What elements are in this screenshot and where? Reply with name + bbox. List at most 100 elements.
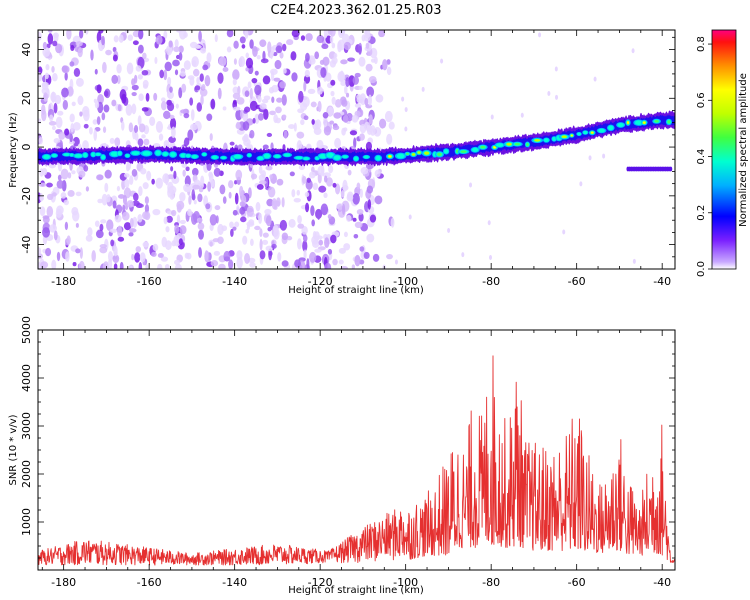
spectrogram-noise-blob — [318, 185, 327, 193]
spectrogram-noise-blob — [267, 41, 272, 54]
spectrogram-noise-blob — [242, 121, 250, 131]
spectrogram-noise-blob — [368, 75, 377, 84]
spectrogram-noise-blob — [366, 233, 375, 243]
spectrogram-noise-blob — [311, 119, 315, 125]
spectrogram-x-tick-label: -140 — [222, 275, 247, 288]
spectrogram-noise-blob — [173, 46, 180, 53]
spectrogram-noise-blob — [265, 165, 273, 171]
spectrogram-noise-blob — [254, 70, 259, 76]
snr-y-tick-label: 4000 — [20, 364, 33, 392]
spectrogram-noise-blob — [209, 223, 214, 232]
spectrogram-hotspot — [95, 152, 101, 156]
spectrogram-noise-blob — [490, 114, 494, 120]
spectrogram-noise-blob — [250, 173, 258, 180]
snr-x-tick-label: -160 — [137, 576, 162, 589]
spectrogram-noise-blob — [244, 106, 251, 113]
spectrogram-noise-blob — [300, 35, 306, 41]
spectrogram-noise-blob — [106, 194, 111, 203]
spectrogram-hotspot — [131, 151, 140, 156]
spectrogram-noise-blob — [324, 175, 328, 183]
spectrogram-noise-blob — [41, 82, 49, 87]
spectrogram-noise-blob — [64, 128, 70, 136]
spectrogram-noise-blob — [324, 262, 332, 269]
spectrogram-noise-blob — [233, 40, 239, 49]
spectrogram-noise-blob — [262, 75, 271, 85]
spectrogram-noise-blob — [179, 225, 187, 235]
spectrogram-noise-blob — [38, 247, 42, 256]
spectrogram-noise-blob — [163, 30, 168, 40]
spectrogram-noise-blob — [242, 235, 248, 245]
spectrogram-plot-area — [38, 30, 675, 269]
spectrogram-noise-blob — [359, 133, 365, 141]
spectrogram-noise-blob — [217, 236, 224, 244]
spectrogram-noise-blob — [82, 140, 89, 151]
spectrogram-noise-blob — [268, 248, 273, 261]
spectrogram-noise-blob — [138, 93, 144, 102]
spectrogram-noise-blob — [251, 78, 258, 84]
spectrogram-noise-blob — [165, 45, 173, 56]
spectrogram-noise-blob — [197, 193, 203, 203]
spectrogram-noise-blob — [249, 100, 258, 111]
spectrogram-hotspot — [211, 155, 218, 160]
spectrogram-hotspot — [608, 125, 614, 131]
spectrogram-noise-blob — [238, 55, 246, 67]
spectrogram-noise-blob — [72, 122, 81, 131]
spectrogram-noise-blob — [159, 69, 164, 79]
spectrogram-noise-blob — [178, 45, 184, 53]
spectrogram-noise-blob — [281, 197, 285, 208]
spectrogram-noise-blob — [144, 211, 151, 221]
spectrogram-noise-blob — [176, 214, 181, 225]
spectrogram-noise-blob — [187, 129, 194, 141]
spectrogram-noise-blob — [165, 240, 172, 251]
spectrogram-noise-blob — [340, 265, 348, 269]
spectrogram-noise-blob — [53, 137, 61, 144]
spectrogram-noise-blob — [137, 214, 143, 223]
spectrogram-noise-blob — [236, 250, 243, 261]
spectrogram-noise-blob — [343, 41, 351, 51]
spectrogram-noise-blob — [272, 224, 279, 232]
snr-x-tick-label: -180 — [51, 576, 76, 589]
spectrogram-noise-blob — [337, 41, 342, 53]
spectrogram-hotspot — [91, 152, 96, 157]
spectrogram-noise-blob — [72, 136, 80, 147]
spectrogram-noise-blob — [102, 126, 107, 133]
spectrogram-noise-blob — [368, 94, 372, 106]
spectrogram-hotspot — [493, 146, 496, 149]
spectrogram-x-tick-label: -60 — [568, 275, 586, 288]
spectrogram-noise-blob — [126, 62, 134, 75]
spectrogram-hotspot — [591, 131, 594, 134]
spectrogram-noise-blob — [117, 104, 122, 112]
spectrogram-noise-blob — [234, 192, 239, 205]
spectrogram-noise-blob — [164, 173, 169, 186]
spectrogram-noise-blob — [39, 206, 46, 217]
spectrogram-hotspot — [202, 152, 207, 156]
spectrogram-noise-blob — [212, 238, 220, 243]
spectrogram-x-tick-label: -80 — [482, 275, 500, 288]
spectrogram-noise-blob — [297, 223, 305, 229]
spectrogram-noise-blob — [384, 110, 393, 123]
spectrogram-noise-blob — [256, 55, 261, 60]
spectrogram-noise-blob — [163, 140, 170, 148]
snr-x-tick-label: -120 — [308, 576, 333, 589]
spectrogram-noise-blob — [294, 259, 301, 268]
spectrogram-noise-blob — [55, 208, 63, 218]
spectrogram-noise-blob — [46, 43, 51, 49]
spectrogram-noise-blob — [239, 206, 246, 215]
spectrogram-hotspot — [185, 154, 191, 158]
spectrogram-noise-blob — [124, 178, 130, 189]
spectrogram-noise-blob — [329, 120, 335, 125]
colorbar-frame — [711, 29, 737, 270]
spectrogram-noise-blob — [291, 72, 298, 82]
spectrogram-noise-blob — [334, 137, 341, 149]
spectrogram-noise-blob — [309, 171, 316, 179]
spectrogram-noise-blob — [469, 182, 473, 188]
spectrogram-noise-blob — [128, 228, 137, 233]
spectrogram-noise-blob — [198, 30, 202, 43]
spectrogram-noise-blob — [364, 97, 369, 106]
spectrogram-hotspot — [443, 149, 449, 154]
spectrogram-noise-blob — [79, 111, 83, 117]
spectrogram-noise-blob — [214, 34, 218, 43]
spectrogram-noise-blob — [96, 84, 102, 94]
spectrogram-noise-blob — [302, 240, 308, 252]
spectrogram-hotspot — [506, 142, 512, 146]
